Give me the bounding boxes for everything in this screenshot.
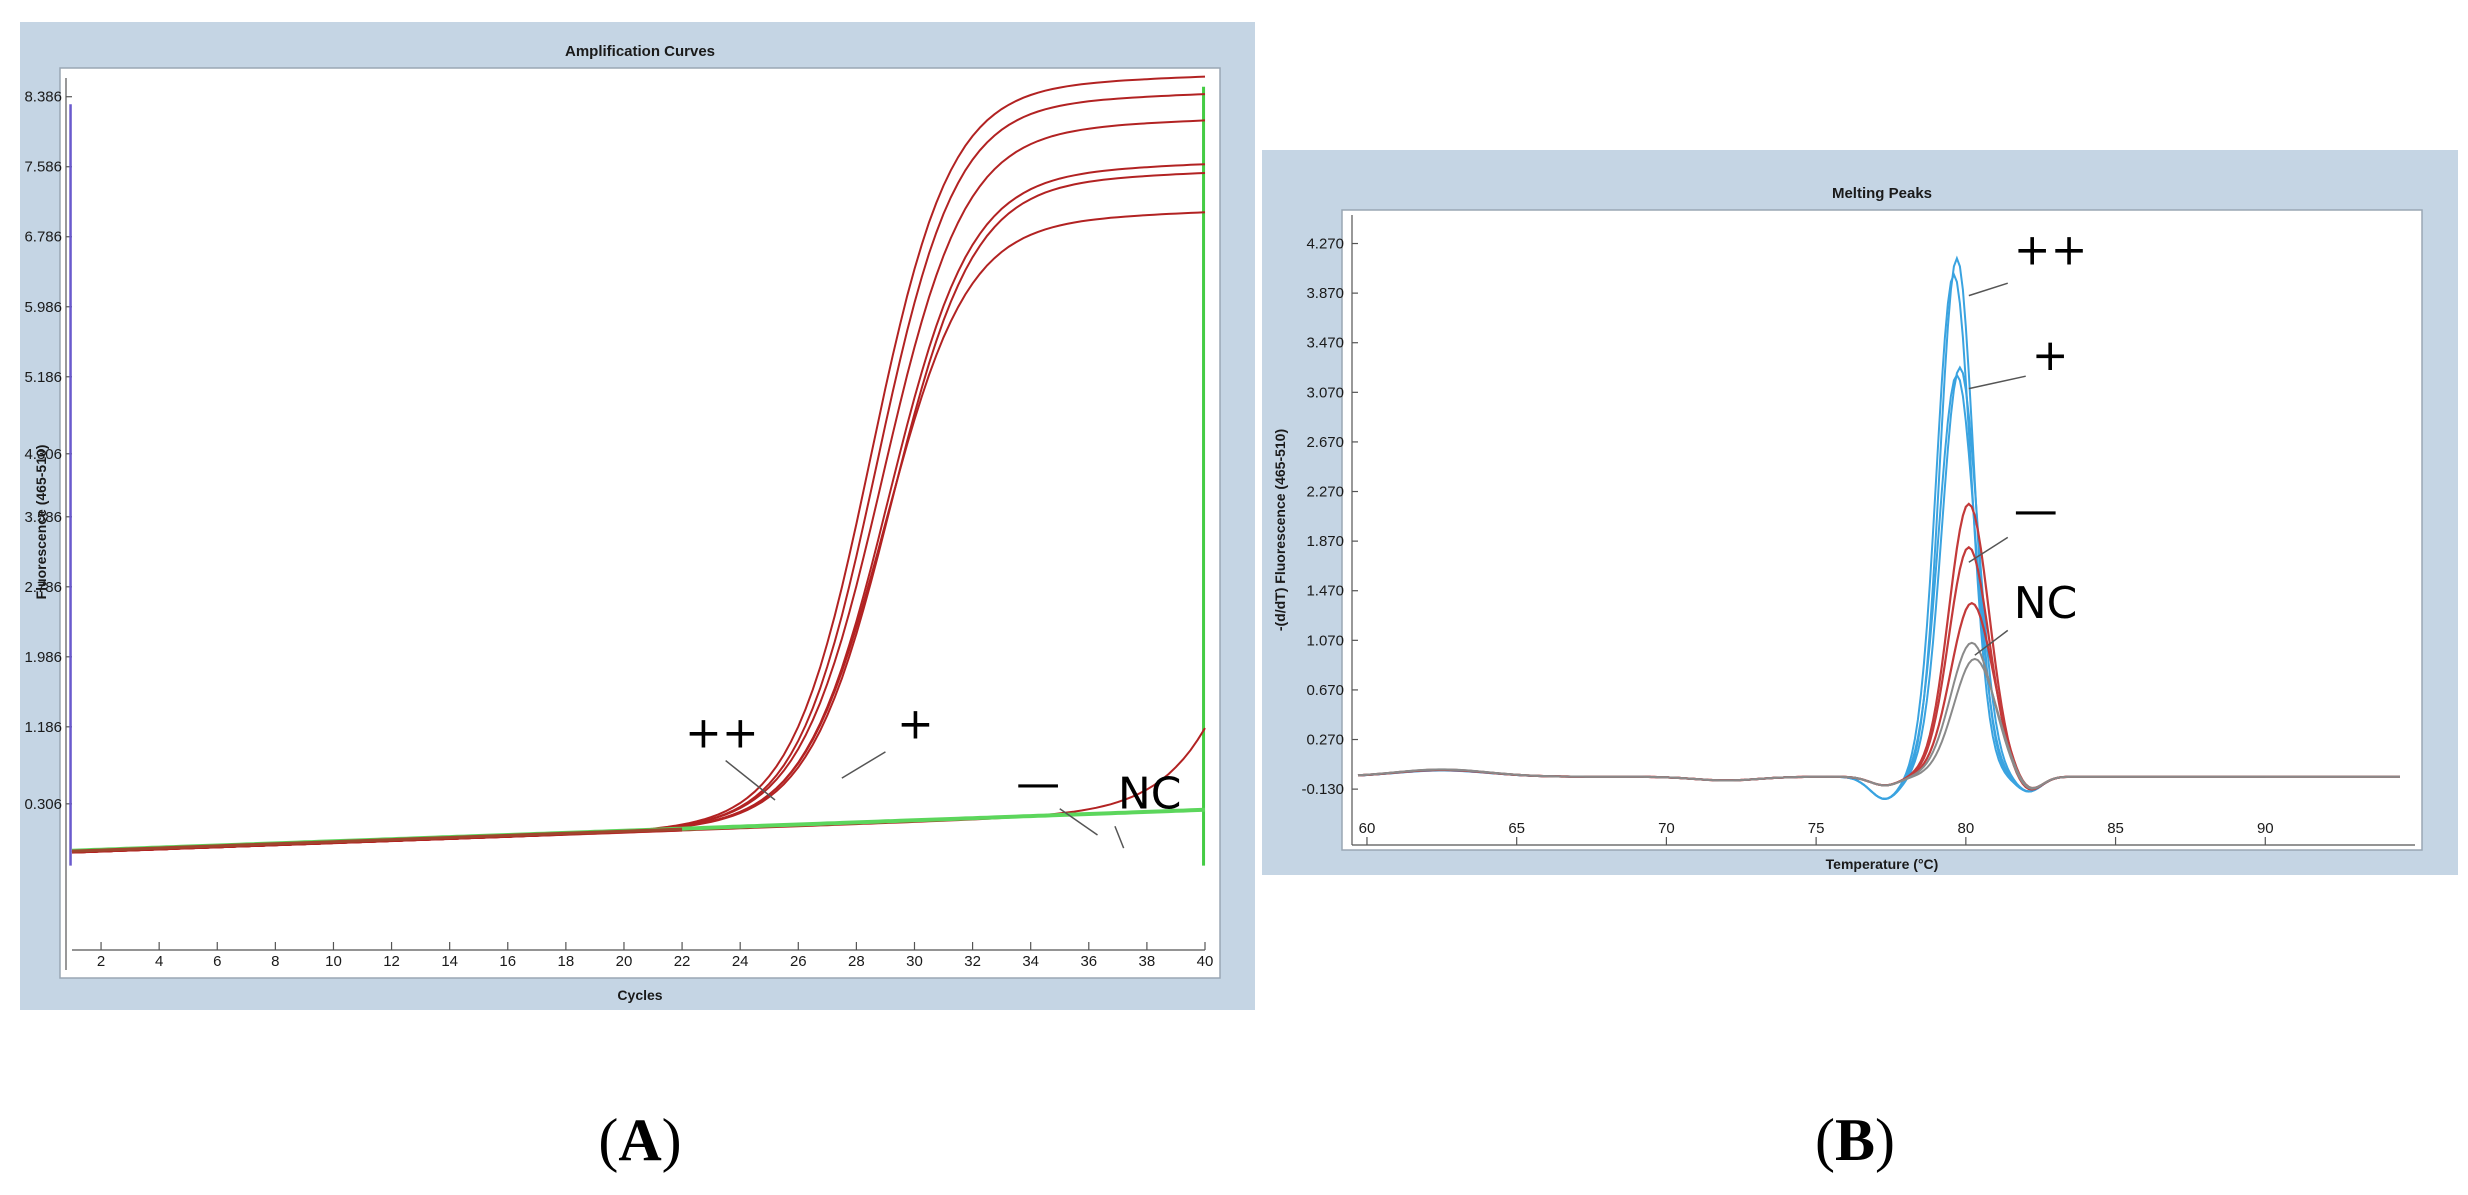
panel-a-x-tick-label: 32: [964, 953, 981, 970]
panel-a-y-tick-label: 2.786: [24, 579, 62, 596]
panel-a-x-tick-label: 22: [674, 953, 691, 970]
panel-b-annotation: +: [2032, 330, 2069, 381]
panel-a-x-tick-label: 40: [1197, 953, 1214, 970]
panel-b-plot-area: [1341, 209, 2423, 851]
panel-a-x-tick-label: 20: [616, 953, 633, 970]
panel-a-y-tick-label: 1.986: [24, 649, 62, 666]
panel-a-x-tick-label: 18: [558, 953, 575, 970]
panel-b-annotation-leader: [1968, 282, 2008, 297]
panel-a-y-tick-label: 0.306: [24, 796, 62, 813]
panel-b-y-tick-label: 3.470: [1306, 335, 1344, 352]
panel-a-x-tick-label: 14: [441, 953, 458, 970]
panel-a-x-tick-label: 12: [383, 953, 400, 970]
panel-a-xlabel: Cycles: [617, 987, 662, 1003]
panel-a-x-tick-label: 4: [155, 953, 163, 970]
panel-b-y-tick-label: 0.270: [1306, 732, 1344, 749]
panel-b-annotation-leader: [1968, 536, 2009, 563]
panel-b-series: [1357, 255, 2400, 801]
panel-b-y-tick-label: 3.070: [1306, 384, 1344, 401]
panel-a-annotation: —: [1016, 758, 1060, 809]
panel-a-x-tick-label: 10: [325, 953, 342, 970]
panel-b-annotation: NC: [2014, 578, 2078, 629]
panel-b-xlabel: Temperature (°C): [1826, 856, 1939, 872]
panel-a-y-tick-label: 6.786: [24, 229, 62, 246]
panel-b-y-tick-label: -0.130: [1301, 781, 1344, 798]
panel-b-ylabel: -(d/dT) Fluorescence (465-510): [1272, 429, 1288, 631]
panel-a-annotation-leader: [841, 751, 886, 779]
panel-a-annotation: ++: [685, 707, 759, 758]
panel-a-x-tick-label: 28: [848, 953, 865, 970]
panel-a-x-tick-label: 36: [1080, 953, 1097, 970]
panel-a-baseline-overlay: [71, 827, 683, 854]
panel-a-annotation-leader: [1059, 808, 1098, 836]
panel-a-x-tick-label: 24: [732, 953, 749, 970]
panel-b-x-tick-label: 75: [1808, 820, 1825, 837]
panel-b-y-tick-label: 1.470: [1306, 583, 1344, 600]
panel-a-plot-area: [59, 67, 1221, 979]
panel-b-title: Melting Peaks: [1832, 185, 1932, 202]
panel-a-annotation: NC: [1118, 769, 1182, 820]
panel-a-x-tick-label: 2: [97, 953, 105, 970]
panel-b-y-tick-label: 1.870: [1306, 533, 1344, 550]
panel-a-annotation-leader: [1114, 825, 1125, 849]
panel-a-axes: 2 4 6 8 10 12 14 16 18 20 22 24 26 28 30 32 34 36 38 400.30…: [24, 78, 1213, 970]
panel-b-y-tick-label: 2.670: [1306, 434, 1344, 451]
panel-b-annotation-leader: [1968, 375, 2026, 390]
panel-b-annotation: —: [2014, 485, 2058, 536]
panel-a-x-tick-label: 8: [271, 953, 279, 970]
panel-b-y-tick-label: 2.270: [1306, 484, 1344, 501]
panel-label-b: (B): [1815, 1107, 1895, 1173]
panel-a-annotation-leader: [725, 760, 776, 801]
panel-b-y-tick-label: 1.070: [1306, 632, 1344, 649]
panel-label-a: (A): [598, 1107, 681, 1173]
panel-b-y-tick-label: 4.270: [1306, 236, 1344, 253]
panel-a-ylabel: Fluorescence (465-510): [33, 445, 49, 600]
panel-b-series-line: [1357, 657, 2400, 790]
panel-a-x-tick-label: 34: [1022, 953, 1039, 970]
panel-a-x-tick-label: 16: [499, 953, 516, 970]
panel-b-x-tick-label: 80: [1958, 820, 1975, 837]
panel-a-annotation: +: [897, 699, 934, 750]
panel-b-x-tick-label: 90: [2257, 820, 2274, 837]
panel-b-x-tick-label: 65: [1508, 820, 1525, 837]
panel-b: Melting Peaks Temperature (°C) -(d/dT) F…: [1262, 150, 2458, 875]
panel-a-x-tick-label: 30: [906, 953, 923, 970]
panel-a-series: [69, 75, 1206, 866]
panel-a-y-tick-label: 5.986: [24, 299, 62, 316]
panel-b-y-tick-label: 0.670: [1306, 682, 1344, 699]
panel-a: Amplification Curves Cycles Fluorescence…: [20, 22, 1255, 1010]
panel-a-y-tick-label: 1.186: [24, 719, 62, 736]
panel-b-y-tick-label: 3.870: [1306, 285, 1344, 302]
panel-a-y-tick-label: 7.586: [24, 159, 62, 176]
panel-b-annotation-leader: [1974, 629, 2009, 656]
panel-b-annotation: ++: [2014, 225, 2088, 276]
panel-a-y-tick-label: 4.306: [24, 446, 62, 463]
panel-a-x-tick-label: 6: [213, 953, 221, 970]
panel-a-y-tick-label: 8.386: [24, 89, 62, 106]
panel-label-b-letter: B: [1835, 1107, 1875, 1173]
panel-b-x-tick-label: 70: [1658, 820, 1675, 837]
panel-a-y-tick-label: 3.586: [24, 509, 62, 526]
panel-a-x-tick-label: 26: [790, 953, 807, 970]
panel-b-x-tick-label: 60: [1359, 820, 1376, 837]
panel-b-x-tick-label: 85: [2107, 820, 2124, 837]
panel-label-a-letter: A: [618, 1107, 661, 1173]
panel-b-annotations: +++—NC: [1968, 225, 2088, 656]
panel-a-title: Amplification Curves: [565, 43, 715, 60]
panel-a-x-tick-label: 38: [1139, 953, 1156, 970]
panel-a-y-tick-label: 5.186: [24, 369, 62, 386]
panel-a-annotations: ++ +— NC: [685, 699, 1182, 849]
panel-b-axes: 60 65 70 75 80 85 90 -0.130 0.270 0.670 1.070 1.470…: [1301, 215, 2415, 846]
